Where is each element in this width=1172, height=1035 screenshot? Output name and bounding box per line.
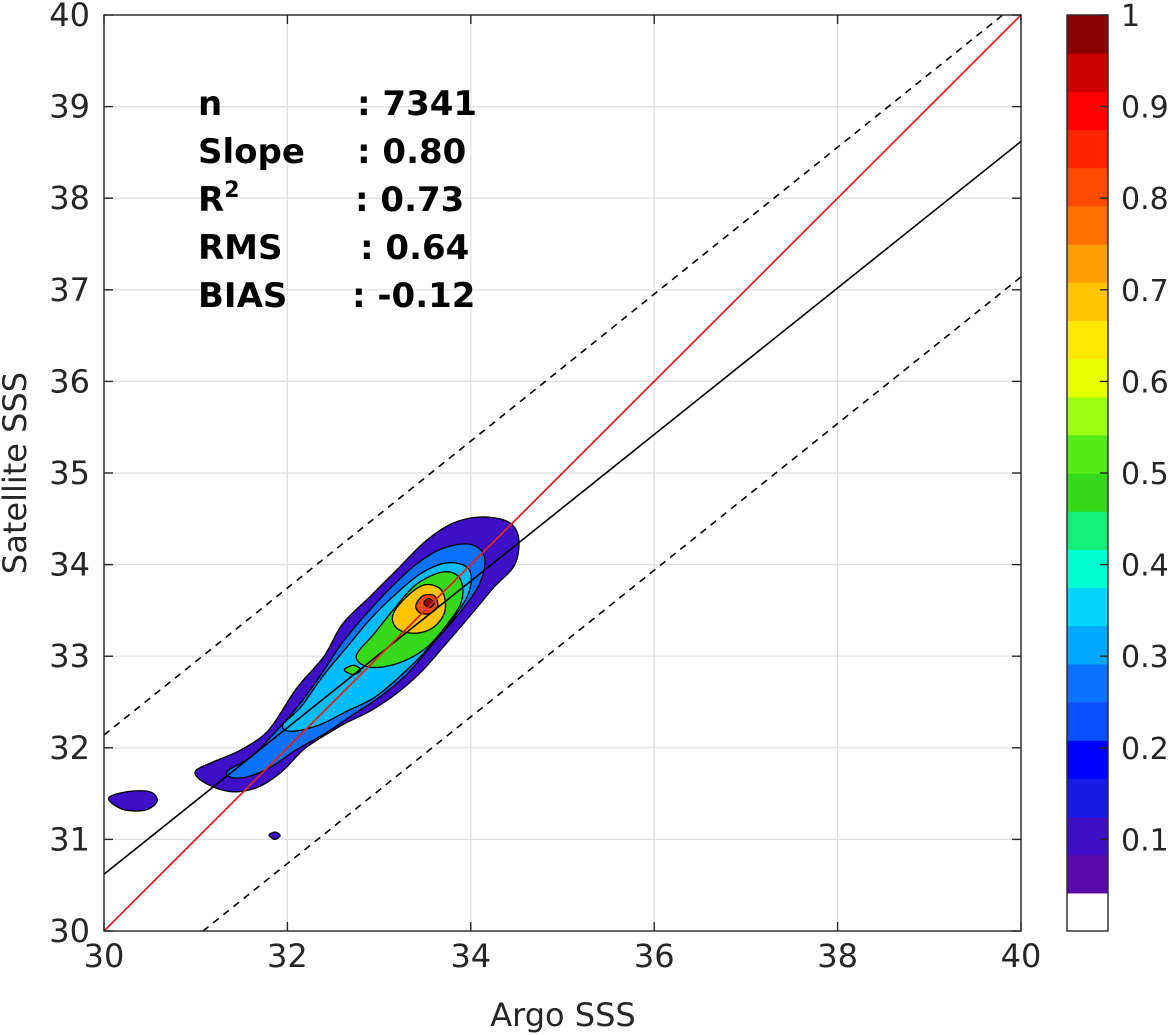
colorbar-segment [1067, 854, 1108, 894]
stat-label-slope: Slope [198, 132, 305, 172]
y-tick-label: 37 [49, 271, 90, 309]
x-tick-label: 36 [634, 937, 675, 975]
colorbar-segment [1067, 434, 1108, 474]
regression-fit-line [104, 140, 1021, 875]
colorbar-segment [1067, 625, 1108, 665]
x-tick-label: 38 [817, 937, 858, 975]
colorbar-segment [1067, 282, 1108, 321]
reference-lines [104, 15, 1021, 931]
stat-label-n: n [198, 84, 222, 124]
stat-label-bias: BIAS [198, 276, 287, 316]
upper-bound-line [104, 15, 1004, 736]
y-tick-label: 35 [49, 454, 90, 492]
colorbar-segment [1067, 53, 1108, 92]
x-tick-label: 30 [84, 937, 125, 975]
colorbar-tick-label: 0.1 [1121, 823, 1169, 858]
stat-label-rms: RMS [198, 228, 283, 268]
y-tick-label: 38 [49, 179, 90, 217]
stat-value-rms: : 0.64 [360, 228, 469, 268]
y-tick-label: 30 [49, 912, 90, 950]
colorbar-tick-label: 0.2 [1121, 732, 1169, 767]
colorbar-segment [1067, 473, 1108, 512]
colorbar-segment [1067, 778, 1108, 818]
colorbar-segment [1067, 549, 1108, 589]
y-tick-label: 32 [49, 729, 90, 767]
identity-line [104, 15, 1021, 931]
colorbar-segment [1067, 892, 1108, 932]
y-tick-label: 31 [49, 820, 90, 858]
stat-value-r: : 0.73 [355, 180, 464, 220]
x-tick-label: 40 [1001, 937, 1042, 975]
y-tick-label: 33 [49, 637, 90, 675]
colorbar-tick-label: 0.6 [1121, 365, 1169, 400]
stat-value-slope: : 0.80 [357, 132, 466, 172]
colorbar-segment [1067, 205, 1108, 245]
colorbar: 0.1 0.2 0.3 0.4 0.5 0.6 0.7 0.8 0.9 1 [1066, 0, 1169, 932]
colorbar-segment [1067, 91, 1108, 131]
density-contours [107, 516, 520, 841]
colorbar-tick-label: 0.7 [1121, 274, 1169, 309]
contour-island-0.05 [268, 831, 281, 841]
colorbar-segment [1067, 15, 1108, 54]
plot-area: 30 32 34 36 38 40 30 31 32 33 34 35 36 37 38 39 40 [49, 0, 1041, 975]
colorbar-segment [1067, 320, 1108, 360]
colorbar-tick-label: 0.8 [1121, 182, 1169, 217]
x-tick-label: 34 [450, 937, 491, 975]
colorbar-tick-label: 0.9 [1121, 91, 1169, 126]
y-axis-label: Satellite SSS [0, 372, 34, 574]
colorbar-segment [1067, 587, 1108, 627]
axis-ticks [103, 14, 1022, 932]
y-tick-label: 40 [49, 0, 90, 34]
colorbar-segment [1067, 740, 1108, 779]
y-tick-label: 36 [49, 362, 90, 400]
colorbar-segment [1067, 511, 1108, 550]
y-tick-label: 39 [49, 88, 90, 126]
colorbar-segment [1067, 396, 1108, 436]
colorbar-tick-label: 0.4 [1121, 549, 1169, 584]
lower-bound-line [202, 276, 1021, 931]
colorbar-segment [1067, 167, 1108, 207]
colorbar-tick-label: 1 [1121, 0, 1140, 34]
stat-label-superscript: 2 [224, 178, 239, 203]
x-tick-label: 32 [267, 937, 308, 975]
colorbar-segment [1067, 702, 1108, 741]
colorbar-segment [1067, 663, 1108, 703]
stat-value-bias: : -0.12 [352, 276, 475, 316]
x-axis-label: Argo SSS [490, 996, 635, 1034]
colorbar-tick-label: 0.3 [1121, 640, 1169, 675]
contour-island-0.05 [107, 790, 158, 812]
y-tick-label: 34 [49, 546, 90, 584]
colorbar-segment [1067, 129, 1108, 169]
colorbar-tick-label: 0.5 [1121, 457, 1169, 492]
colorbar-segment [1067, 816, 1108, 856]
colorbar-segment [1067, 358, 1108, 398]
stat-value-n: : 7341 [357, 84, 477, 124]
colorbar-segment [1067, 244, 1108, 283]
